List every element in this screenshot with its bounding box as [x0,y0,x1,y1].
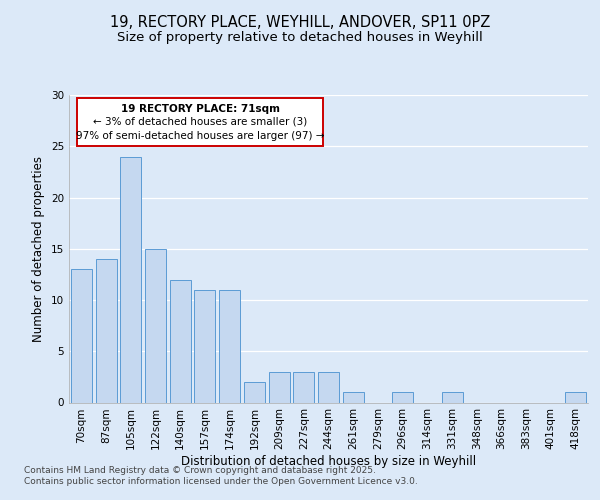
Text: 19, RECTORY PLACE, WEYHILL, ANDOVER, SP11 0PZ: 19, RECTORY PLACE, WEYHILL, ANDOVER, SP1… [110,15,490,30]
Bar [95,259,116,402]
Bar [343,392,364,402]
Bar [244,382,265,402]
Bar [170,280,191,402]
FancyBboxPatch shape [77,98,323,146]
Text: 97% of semi-detached houses are larger (97) →: 97% of semi-detached houses are larger (… [76,131,324,141]
Text: ← 3% of detached houses are smaller (3): ← 3% of detached houses are smaller (3) [93,117,307,127]
Bar [565,392,586,402]
Bar [392,392,413,402]
X-axis label: Distribution of detached houses by size in Weyhill: Distribution of detached houses by size … [181,455,476,468]
Bar [269,372,290,402]
Bar [71,269,92,402]
Y-axis label: Number of detached properties: Number of detached properties [32,156,46,342]
Bar [194,290,215,403]
Bar [293,372,314,402]
Bar [442,392,463,402]
Text: Size of property relative to detached houses in Weyhill: Size of property relative to detached ho… [117,30,483,44]
Bar [219,290,240,403]
Text: Contains HM Land Registry data © Crown copyright and database right 2025.
Contai: Contains HM Land Registry data © Crown c… [24,466,418,485]
Bar [145,248,166,402]
Text: 19 RECTORY PLACE: 71sqm: 19 RECTORY PLACE: 71sqm [121,104,280,114]
Bar [120,156,141,402]
Bar [318,372,339,402]
